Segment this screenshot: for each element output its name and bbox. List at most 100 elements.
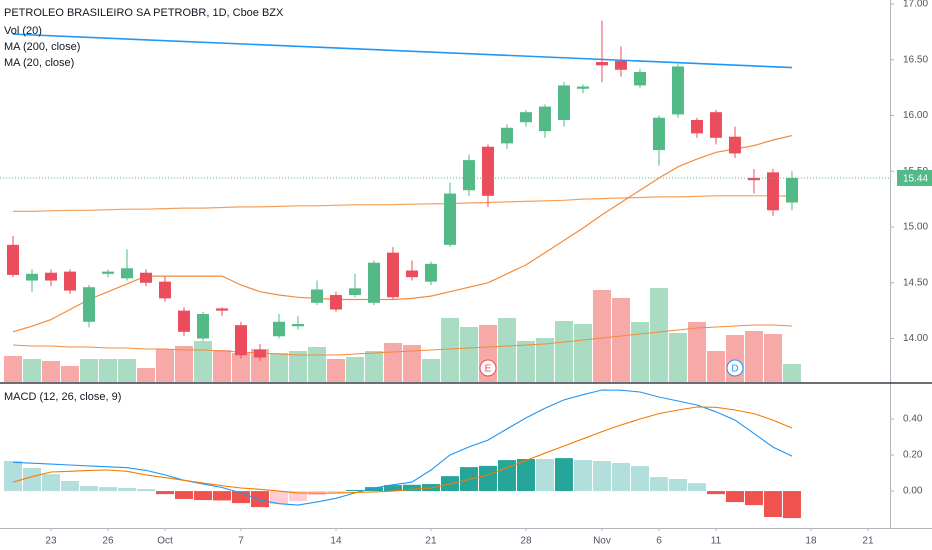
volume-bar	[345, 357, 364, 382]
volume-bar	[763, 334, 782, 382]
event-label: D	[731, 364, 738, 375]
macd-histogram-bar	[193, 491, 212, 501]
y-tick-label: 14.00	[903, 333, 928, 344]
candle-body	[158, 281, 171, 299]
candle-body	[519, 112, 532, 123]
candle-body	[557, 85, 570, 120]
volume-bar	[288, 351, 307, 382]
candle-body	[766, 172, 779, 211]
x-tick-label: 7	[238, 536, 244, 547]
macd-histogram-bar	[478, 465, 497, 492]
candle-body	[386, 252, 399, 298]
macd-histogram-bar	[212, 491, 231, 501]
event-label: E	[485, 364, 492, 375]
candle-body	[462, 160, 475, 191]
macd-histogram-bar	[98, 487, 117, 492]
candle-body	[614, 60, 627, 70]
x-tick-label: 6	[656, 536, 662, 547]
macd-histogram-bar	[744, 491, 763, 506]
volume-bar	[22, 359, 41, 382]
volume-bar	[402, 345, 421, 382]
candle-body	[120, 268, 133, 279]
macd-histogram-bar	[535, 459, 554, 492]
volume-bar	[611, 298, 630, 382]
trend-line	[12, 33, 792, 69]
candle-body	[633, 72, 646, 86]
candle-body	[747, 177, 760, 181]
macd-histogram-bar	[288, 491, 307, 502]
volume-bar	[383, 343, 402, 382]
volume-bar	[630, 322, 649, 382]
y-tick-label: 15.00	[903, 222, 928, 233]
macd-histogram-bar	[554, 458, 573, 492]
macd-histogram-bar	[573, 460, 592, 492]
y-tick-label: 0.20	[903, 450, 923, 461]
volume-bar	[41, 361, 60, 382]
candle-body	[82, 287, 95, 322]
x-tick-label: 18	[805, 536, 817, 547]
volume-bar	[706, 351, 725, 382]
macd-histogram-bar	[725, 491, 744, 503]
y-tick-label: 0.00	[903, 486, 923, 497]
volume-bar	[79, 359, 98, 382]
legend-entry: Vol (20)	[4, 25, 42, 37]
volume-bar	[326, 359, 345, 382]
candle-body	[25, 273, 38, 281]
candle-body	[177, 310, 190, 332]
macd-histogram-bar	[136, 489, 155, 492]
x-tick-label: 23	[45, 536, 57, 547]
macd-line	[12, 406, 793, 494]
macd-title: MACD (12, 26, close, 9)	[4, 391, 121, 403]
macd-histogram-bar	[383, 485, 402, 492]
macd-histogram-bar	[60, 480, 79, 492]
macd-histogram-bar	[630, 466, 649, 492]
candle-body	[785, 177, 798, 203]
macd-histogram-bar	[250, 491, 269, 508]
macd-histogram-bar	[611, 462, 630, 492]
volume-bar	[269, 353, 288, 382]
volume-bar	[668, 333, 687, 382]
macd-histogram-bar	[516, 459, 535, 492]
macd-histogram-bar	[592, 460, 611, 492]
candle-body	[101, 271, 114, 274]
candle-body	[215, 308, 228, 311]
volume-ma-line	[12, 324, 793, 356]
volume-bar	[212, 350, 231, 382]
candle-body	[709, 112, 722, 138]
legend-entry: MA (200, close)	[4, 41, 80, 53]
macd-histogram-bar	[668, 479, 687, 492]
event-marker	[726, 359, 744, 377]
volume-bar	[516, 341, 535, 382]
macd-histogram-bar	[687, 483, 706, 492]
macd-histogram-bar	[364, 487, 383, 492]
candle-body	[310, 289, 323, 303]
macd-line	[12, 389, 793, 506]
volume-bar	[573, 324, 592, 382]
candle-body	[728, 136, 741, 154]
last-price-badge	[897, 169, 932, 186]
candle-body	[291, 324, 304, 327]
candle-body	[538, 106, 551, 132]
candle-body	[690, 119, 703, 134]
macd-histogram-bar	[649, 477, 668, 492]
candle-body	[500, 127, 513, 144]
price-axis: 14.0014.5015.0015.5016.0016.5017.002326O…	[45, 0, 928, 547]
volume-bar	[231, 353, 250, 382]
candle-body	[576, 86, 589, 89]
candle-body	[234, 325, 247, 356]
volume-bar	[687, 322, 706, 382]
y-tick-label: 17.00	[903, 0, 928, 10]
volume-bar	[440, 318, 459, 382]
macd-histogram-bar	[79, 486, 98, 492]
x-tick-label: Oct	[157, 536, 173, 547]
macd-histogram-bar	[782, 491, 801, 519]
candle-body	[424, 263, 437, 282]
candle-body	[329, 295, 342, 310]
volume-bar	[782, 364, 801, 382]
candle-body	[405, 270, 418, 278]
candle-body	[652, 117, 665, 151]
candle-body	[367, 262, 380, 303]
candle-body	[272, 321, 285, 337]
volume-bar	[98, 359, 117, 382]
x-tick-label: Nov	[593, 536, 611, 547]
